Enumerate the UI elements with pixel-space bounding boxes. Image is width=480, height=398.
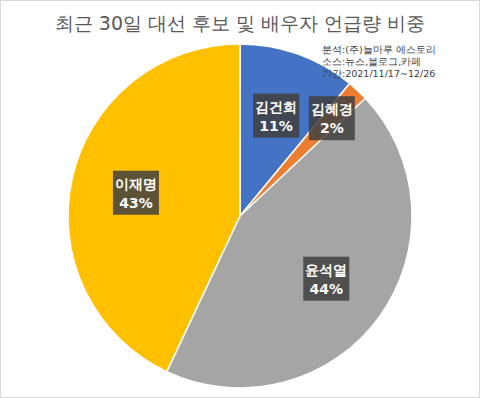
label-box [309,96,355,140]
pie [68,44,412,388]
annotations: 분석:(주)늘마루 에스토리소스:뉴스,블로그,카페기간:2021/11/17~… [322,44,436,79]
annotation: 소스:뉴스,블로그,카페 [322,56,421,67]
chart-container: 최근 30일 대선 후보 및 배우자 언급량 비중김건희 11% 김혜경 2% 윤석열 4… [0,0,480,398]
data-labels: 김건희 11% 김혜경 2% 윤석열 44% 이재명 43% [113,94,355,301]
annotation: 분석:(주)늘마루 에스토리 [322,44,436,55]
pie-slice [68,44,240,372]
category-label: 이재명 [115,176,157,192]
value-label: 44% [310,281,344,297]
background [1,1,480,398]
chart: 최근 30일 대선 후보 및 배우자 언급량 비중김건희 11% 김혜경 2% 윤석열 4… [0,0,480,398]
category-label: 김혜경 [311,101,353,117]
category-label: 윤석열 [305,262,347,278]
annotation: 기간:2021/11/17~12/26 [322,68,435,79]
label-box [303,257,349,301]
value-label: 2% [320,120,344,136]
value-label: 43% [119,195,153,211]
category-label: 김건희 [255,99,297,115]
label-box [113,171,159,215]
label-box [253,94,299,138]
title: 최근 30일 대선 후보 및 배우자 언급량 비중 [55,12,425,34]
value-label: 11% [259,118,293,134]
